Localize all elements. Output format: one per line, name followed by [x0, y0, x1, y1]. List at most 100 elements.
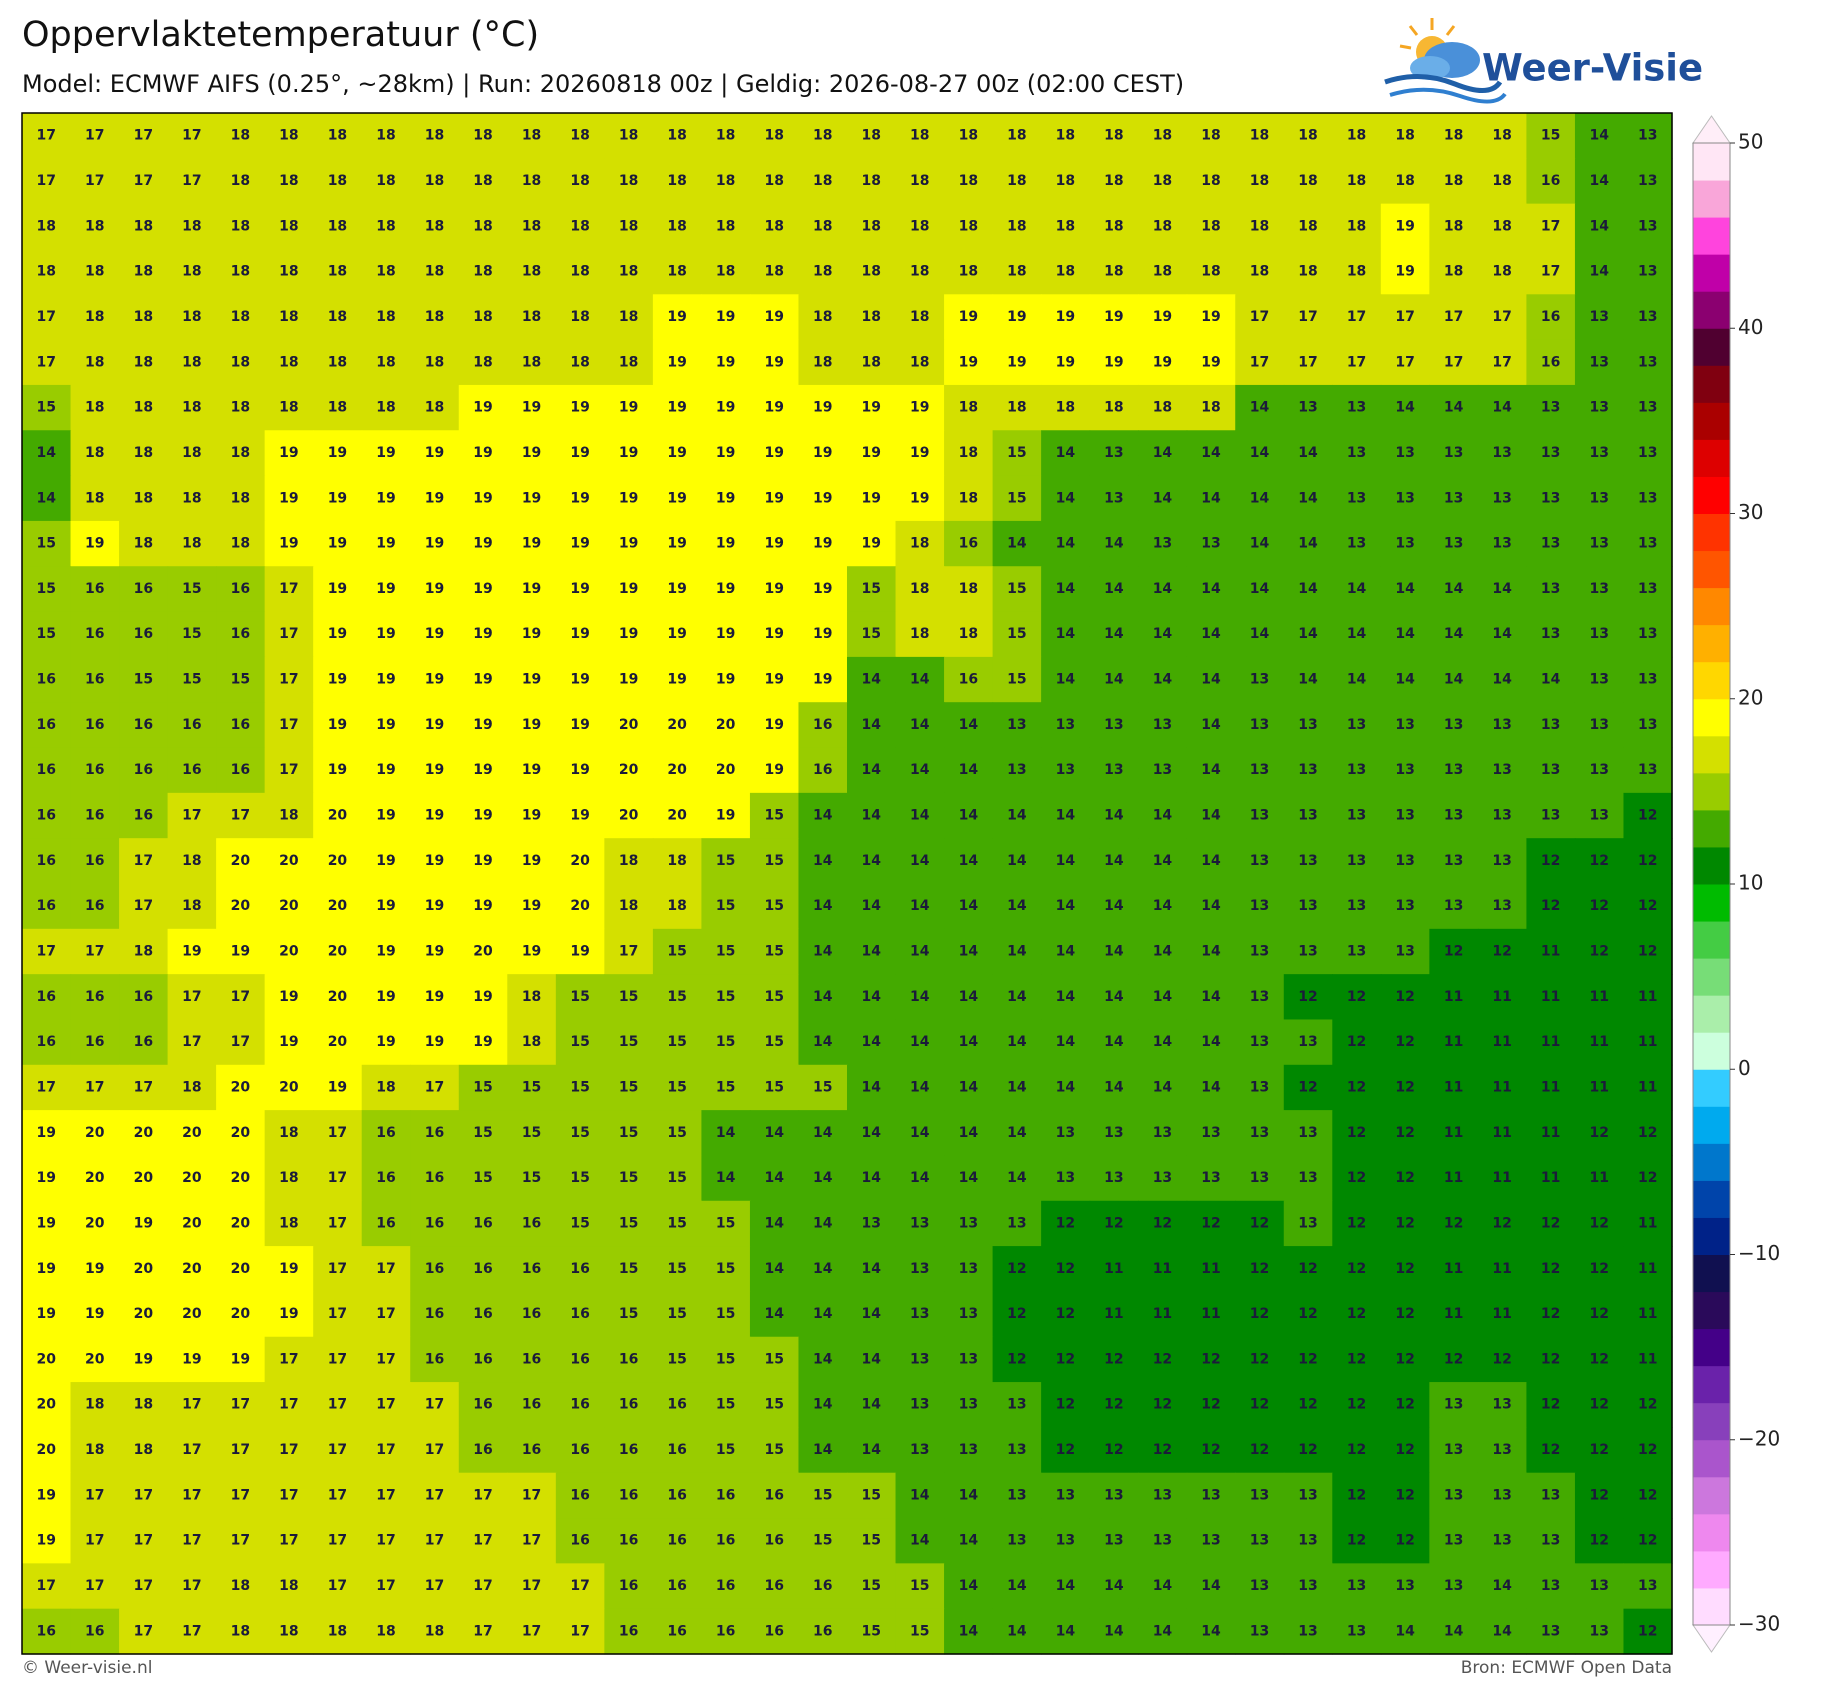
temperature-cell	[798, 1110, 848, 1157]
temperature-label: 15	[667, 1261, 686, 1277]
temperature-cell	[70, 1291, 120, 1338]
temperature-cell	[1429, 1427, 1479, 1474]
temperature-label: 18	[1201, 173, 1220, 189]
temperature-cell	[313, 430, 363, 477]
temperature-cell	[847, 974, 897, 1021]
temperature-cell	[701, 158, 751, 205]
temperature-cell	[555, 475, 605, 522]
temperature-cell	[798, 1246, 848, 1293]
temperature-label: 13	[1201, 1170, 1220, 1186]
temperature-label: 18	[619, 128, 638, 144]
temperature-label: 12	[1347, 1306, 1366, 1322]
temperature-label: 17	[1492, 309, 1511, 325]
temperature-cell	[895, 928, 945, 975]
temperature-cell	[361, 1155, 411, 1202]
temperature-cell	[944, 158, 994, 205]
temperature-label: 14	[37, 445, 57, 461]
temperature-label: 18	[1201, 218, 1220, 234]
temperature-label: 18	[1250, 128, 1269, 144]
colorbar-band	[1693, 1069, 1730, 1107]
temperature-cell	[1041, 158, 1091, 205]
temperature-cell	[1623, 158, 1673, 205]
temperature-label: 14	[1056, 808, 1076, 824]
temperature-cell	[1429, 883, 1479, 930]
temperature-label: 14	[1007, 1034, 1027, 1050]
temperature-cell	[507, 974, 557, 1021]
temperature-label: 12	[1638, 1442, 1657, 1458]
temperature-cell	[507, 747, 557, 794]
temperature-label: 12	[1589, 1306, 1608, 1322]
temperature-cell	[1332, 1019, 1382, 1066]
temperature-cell	[1041, 974, 1091, 1021]
temperature-label: 12	[1250, 1397, 1269, 1413]
temperature-cell	[1574, 1382, 1625, 1428]
temperature-cell	[1235, 430, 1285, 477]
temperature-cell	[1235, 974, 1285, 1021]
temperature-cell	[507, 158, 557, 205]
temperature-cell	[313, 883, 363, 930]
temperature-cell	[361, 520, 411, 567]
temperature-label: 14	[1007, 808, 1027, 824]
temperature-cell	[604, 1427, 654, 1474]
temperature-cell	[70, 1518, 120, 1564]
temperature-cell	[119, 656, 169, 703]
temperature-label: 12	[1298, 1442, 1317, 1458]
temperature-cell	[167, 294, 217, 341]
temperature-label: 20	[85, 1125, 105, 1141]
temperature-cell	[22, 566, 72, 613]
temperature-label: 19	[37, 1261, 56, 1277]
temperature-label: 14	[1250, 581, 1270, 597]
temperature-cell	[119, 158, 169, 205]
temperature-label: 13	[1589, 581, 1608, 597]
temperature-label: 19	[716, 490, 735, 506]
temperature-label: 19	[764, 536, 783, 552]
temperature-cell	[1429, 1563, 1479, 1610]
temperature-cell	[847, 656, 897, 703]
temperature-label: 18	[231, 264, 250, 280]
temperature-label: 14	[1250, 445, 1270, 461]
temperature-label: 12	[1250, 1261, 1269, 1277]
temperature-label: 14	[716, 1125, 736, 1141]
temperature-cell	[1283, 883, 1333, 930]
temperature-cell	[410, 1246, 460, 1293]
temperature-label: 18	[279, 400, 298, 416]
temperature-label: 17	[37, 173, 56, 189]
temperature-label: 19	[279, 1034, 298, 1050]
temperature-cell	[216, 1336, 266, 1383]
colorbar-band	[1693, 624, 1730, 663]
temperature-cell	[555, 1518, 605, 1564]
temperature-cell	[216, 248, 266, 295]
temperature-label: 18	[570, 218, 589, 234]
temperature-label: 13	[1444, 808, 1463, 824]
temperature-label: 17	[522, 1623, 541, 1639]
temperature-label: 14	[1444, 626, 1464, 642]
colorbar-band	[1693, 1513, 1730, 1552]
temperature-cell	[1429, 1110, 1479, 1157]
temperature-label: 18	[182, 400, 201, 416]
logo-sun-rays	[1399, 18, 1456, 50]
temperature-label: 17	[231, 1034, 250, 1050]
colorbar-extend-bottom	[1692, 1624, 1731, 1653]
temperature-label: 16	[182, 762, 201, 778]
temperature-cell	[701, 1155, 751, 1202]
temperature-cell	[410, 430, 460, 477]
colorbar-band	[1693, 1587, 1730, 1626]
temperature-label: 12	[1298, 1261, 1317, 1277]
temperature-label: 18	[231, 445, 250, 461]
temperature-label: 13	[1492, 490, 1511, 506]
colorbar-tick-label: 0	[1738, 1056, 1751, 1080]
temperature-label: 18	[279, 808, 298, 824]
temperature-cell	[361, 294, 411, 341]
temperature-label: 20	[37, 1351, 57, 1367]
temperature-cell	[313, 702, 363, 749]
temperature-cell	[798, 656, 848, 703]
temperature-cell	[1574, 566, 1625, 613]
temperature-cell	[313, 248, 363, 295]
temperature-label: 16	[85, 808, 104, 824]
temperature-cell	[1429, 248, 1479, 295]
temperature-label: 19	[667, 626, 686, 642]
temperature-cell	[1380, 702, 1430, 749]
temperature-label: 16	[37, 762, 56, 778]
temperature-cell	[1526, 1472, 1576, 1519]
temperature-label: 19	[376, 626, 395, 642]
